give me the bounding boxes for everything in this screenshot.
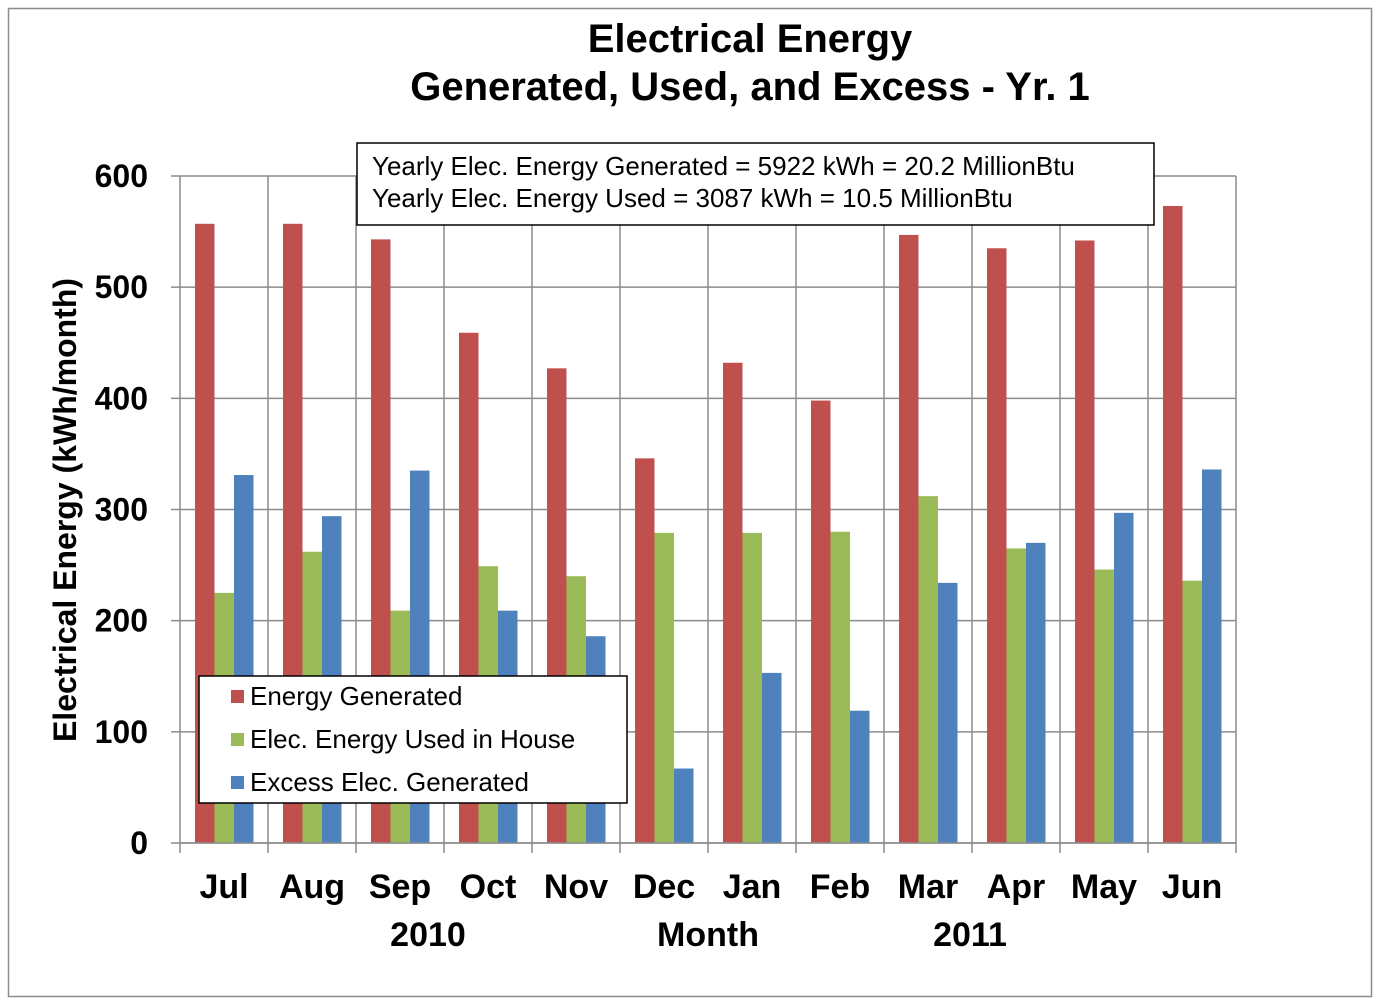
year-label-2010: 2010: [390, 916, 466, 954]
legend-label-used: Elec. Energy Used in House: [250, 724, 575, 754]
y-axis-label: Electrical Energy (kWh/month): [47, 278, 83, 742]
chart-title-line2: Generated, Used, and Excess - Yr. 1: [410, 65, 1090, 109]
x-tick-label: Jul: [199, 868, 248, 906]
bar-elec-energy-used-in-house-jan: [742, 532, 762, 843]
x-tick-label: Dec: [633, 868, 695, 906]
x-tick-label: Apr: [987, 868, 1046, 906]
y-tick-label: 500: [95, 269, 148, 305]
bar-elec-energy-used-in-house-apr: [1006, 548, 1026, 843]
x-tick-label: Jun: [1162, 868, 1222, 906]
legend-label-generated: Energy Generated: [250, 681, 462, 711]
y-tick-label: 100: [95, 714, 148, 750]
legend-swatch-generated: [231, 690, 244, 703]
bar-energy-generated-may: [1075, 240, 1095, 843]
bar-energy-generated-mar: [899, 234, 919, 843]
annotation-box: Yearly Elec. Energy Generated = 5922 kWh…: [356, 142, 1155, 226]
bar-excess-elec-generated-feb: [850, 710, 870, 843]
x-axis-label: Month: [657, 916, 759, 954]
x-tick-label: Oct: [460, 868, 517, 906]
y-tick-label: 300: [95, 492, 148, 528]
x-tick-label: Jan: [723, 868, 782, 906]
legend-swatch-excess: [231, 776, 244, 789]
x-tick-label: Mar: [898, 868, 958, 906]
year-label-2011: 2011: [933, 916, 1007, 954]
bar-elec-energy-used-in-house-dec: [654, 532, 674, 843]
annotation-line2: Yearly Elec. Energy Used = 3087 kWh = 10…: [372, 183, 1013, 213]
x-tick-label: Nov: [544, 868, 608, 906]
legend-swatch-used: [231, 733, 244, 746]
x-tick-label: Aug: [279, 868, 345, 906]
chart-title-line1: Electrical Energy: [588, 17, 913, 61]
bar-elec-energy-used-in-house-mar: [918, 496, 938, 843]
bar-energy-generated-dec: [635, 458, 655, 843]
bar-energy-generated-apr: [987, 248, 1007, 844]
x-tick-label: Feb: [810, 868, 870, 906]
bar-excess-elec-generated-jan: [762, 672, 782, 843]
bar-excess-elec-generated-apr: [1026, 542, 1046, 843]
bar-elec-energy-used-in-house-jun: [1182, 580, 1202, 843]
bar-energy-generated-jan: [723, 362, 743, 843]
y-tick-label: 600: [95, 158, 148, 194]
bar-excess-elec-generated-mar: [938, 582, 958, 843]
bar-energy-generated-jun: [1163, 206, 1183, 843]
bar-excess-elec-generated-dec: [674, 768, 694, 843]
annotation-line1: Yearly Elec. Energy Generated = 5922 kWh…: [372, 151, 1075, 181]
x-tick-label: Sep: [369, 868, 431, 906]
bar-excess-elec-generated-jun: [1202, 469, 1222, 843]
axes: 0 100 200 300 400 500 600 Jul Aug Sep Oct Nov Dec Jan…: [95, 158, 1236, 906]
y-tick-label: 200: [95, 603, 148, 639]
y-tick-label: 0: [130, 825, 148, 861]
bar-energy-generated-feb: [811, 400, 831, 843]
legend: Energy Generated Elec. Energy Used in Ho…: [198, 675, 628, 804]
bar-elec-energy-used-in-house-may: [1094, 569, 1114, 843]
x-tick-label: May: [1071, 868, 1137, 906]
bar-elec-energy-used-in-house-feb: [830, 531, 850, 843]
bar-excess-elec-generated-may: [1114, 512, 1134, 843]
legend-label-excess: Excess Elec. Generated: [250, 767, 529, 797]
y-tick-label: 400: [95, 380, 148, 416]
